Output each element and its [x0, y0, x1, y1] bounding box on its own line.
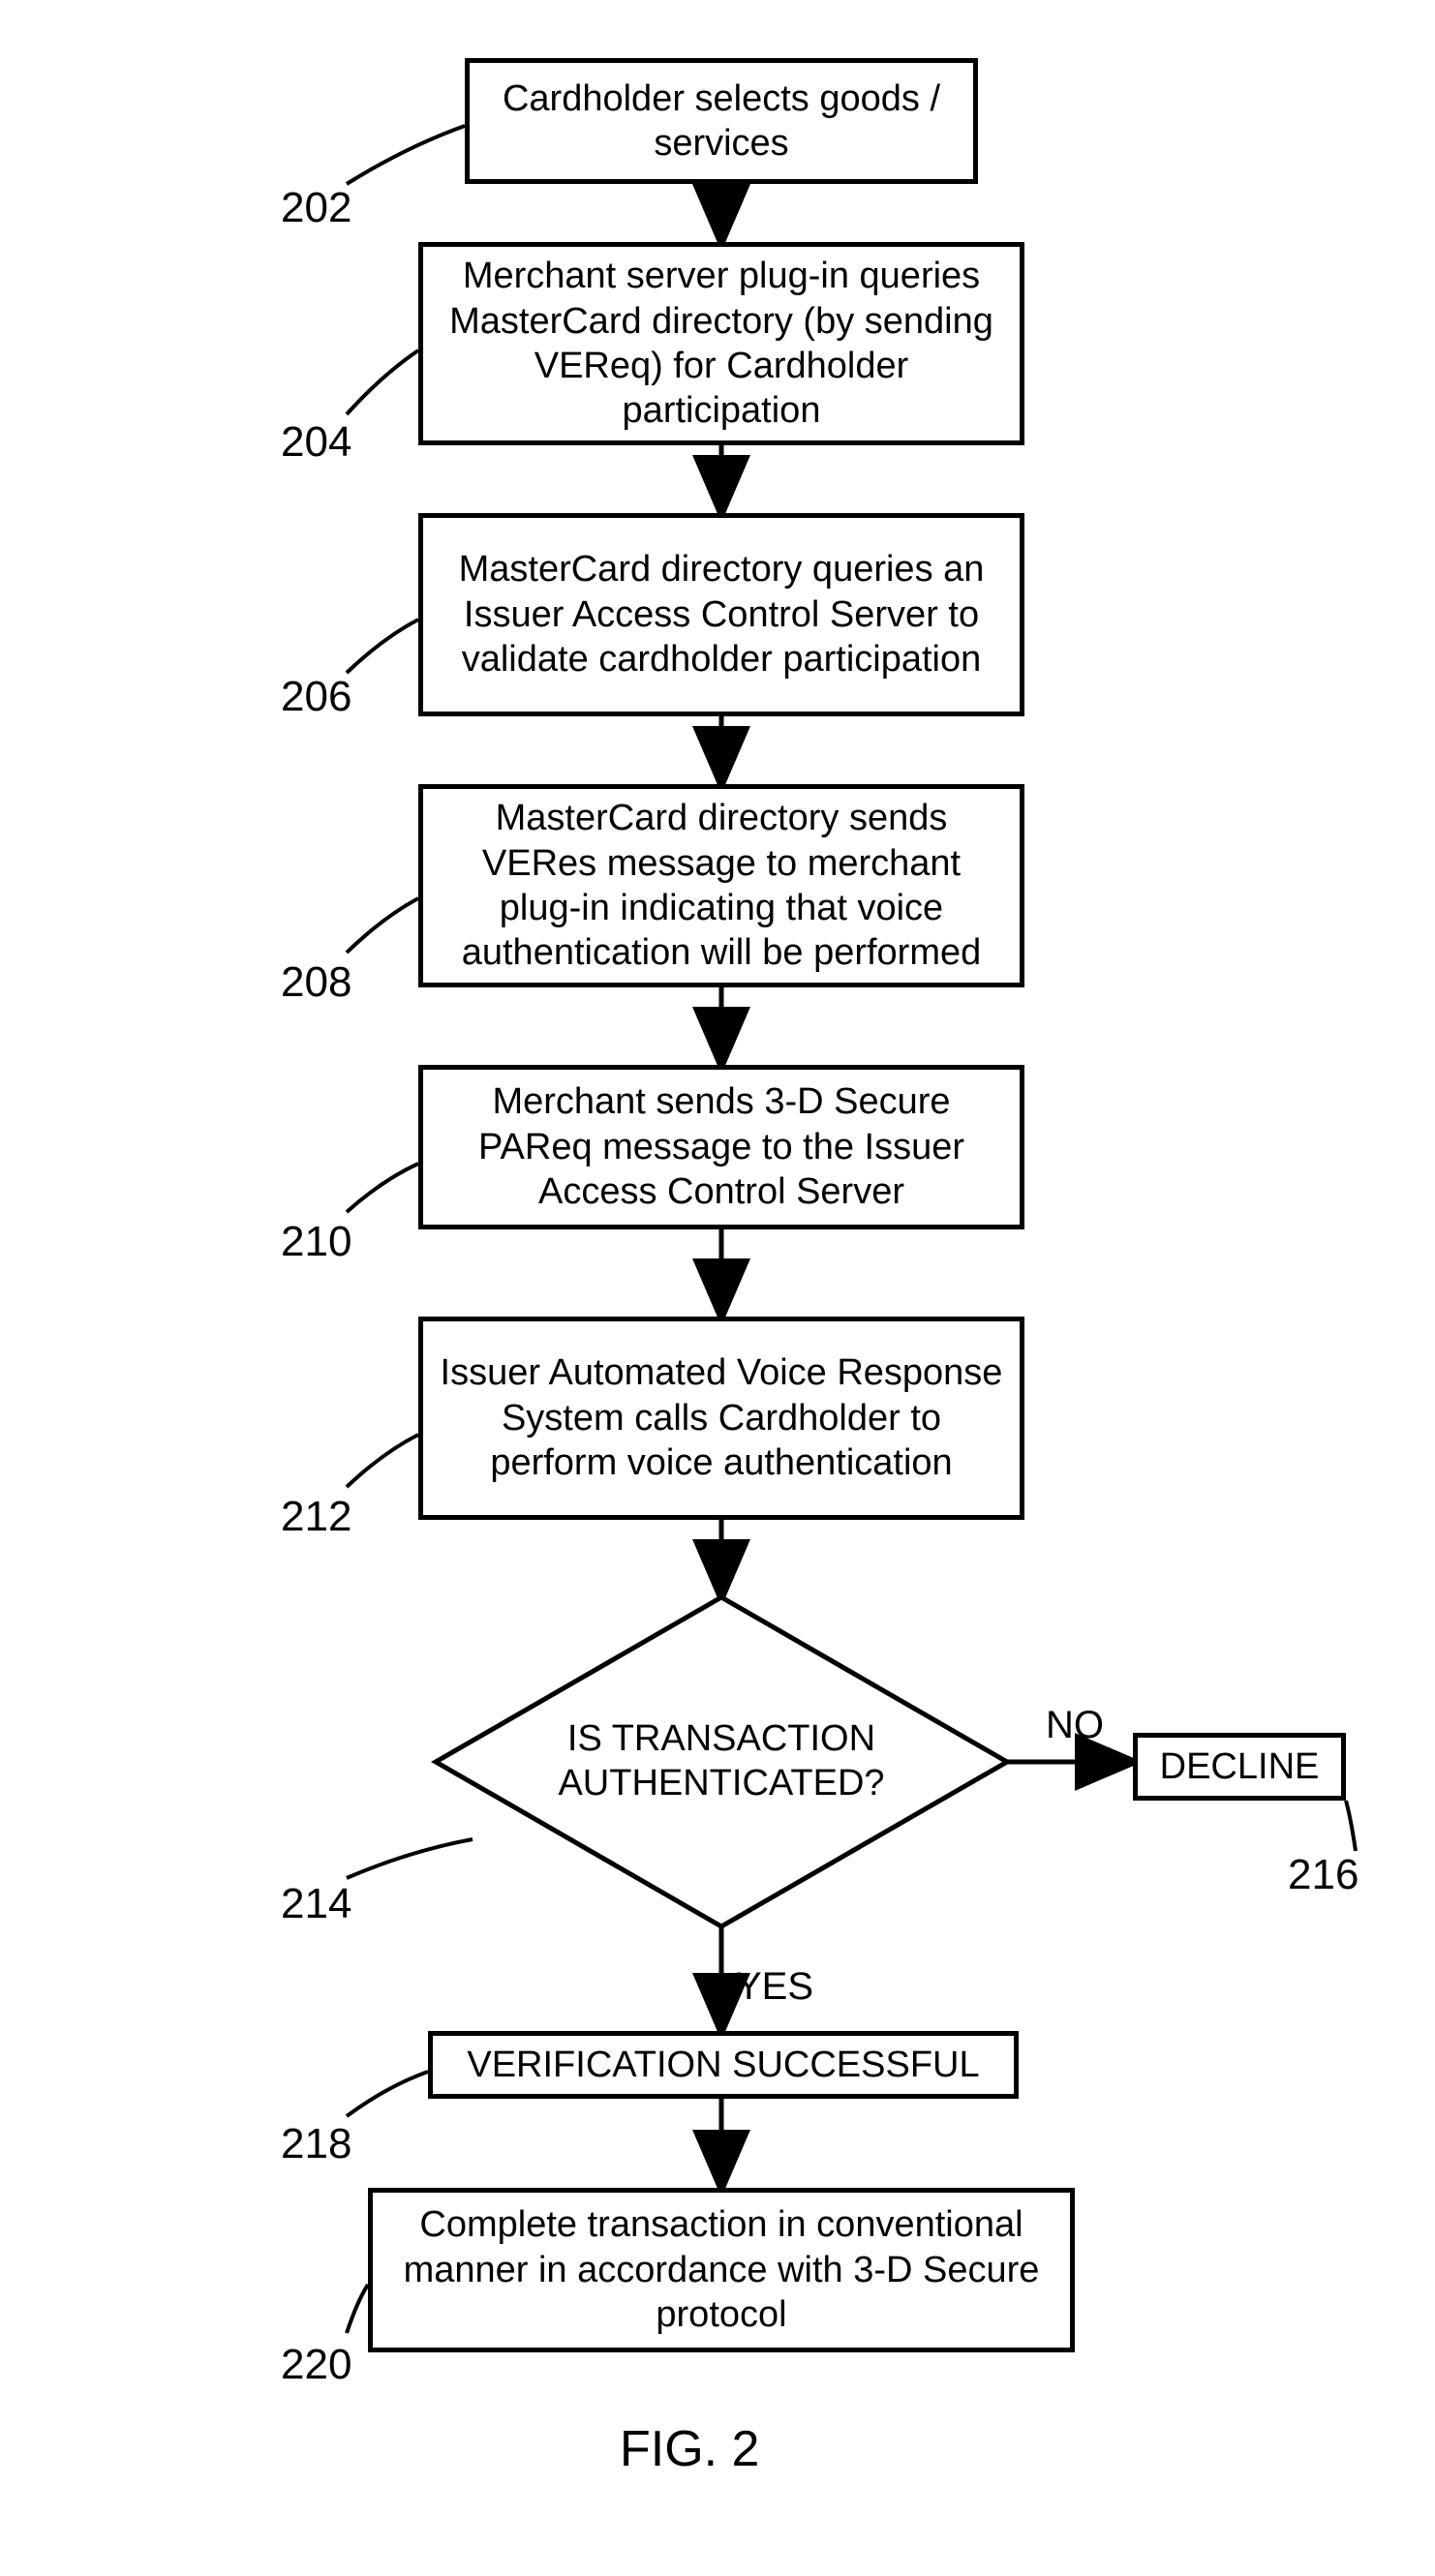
flow-node-216: DECLINE — [1133, 1733, 1346, 1801]
ref-label-206: 206 — [281, 673, 351, 721]
edge-label-yes: YES — [736, 1965, 813, 2009]
flow-node-206: MasterCard directory queries an Issuer A… — [418, 513, 1024, 716]
flow-node-210: Merchant sends 3-D Secure PAReq message … — [418, 1065, 1024, 1229]
ref-label-218: 218 — [281, 2120, 351, 2168]
ref-label-210: 210 — [281, 1218, 351, 1266]
edge-label-no: NO — [1046, 1704, 1104, 1747]
flow-node-220: Complete transaction in conventional man… — [368, 2188, 1075, 2352]
ref-label-216: 216 — [1288, 1851, 1359, 1899]
flow-node-208: MasterCard directory sends VERes message… — [418, 784, 1024, 987]
figure-caption: FIG. 2 — [620, 2420, 759, 2478]
flow-node-214: IS TRANSACTION AUTHENTICATED? — [544, 1672, 899, 1853]
ref-label-220: 220 — [281, 2341, 351, 2389]
flow-node-204: Merchant server plug-in queries MasterCa… — [418, 242, 1024, 445]
flow-node-218: VERIFICATION SUCCESSFUL — [428, 2031, 1019, 2099]
ref-label-204: 204 — [281, 418, 351, 467]
flowchart-canvas: Cardholder selects goods / services 202 Me… — [0, 0, 1435, 2576]
ref-label-212: 212 — [281, 1493, 351, 1541]
flow-node-202: Cardholder selects goods / services — [465, 58, 978, 184]
ref-label-202: 202 — [281, 184, 351, 232]
ref-label-208: 208 — [281, 958, 351, 1007]
ref-label-214: 214 — [281, 1880, 351, 1928]
flow-node-212: Issuer Automated Voice Response System c… — [418, 1317, 1024, 1520]
